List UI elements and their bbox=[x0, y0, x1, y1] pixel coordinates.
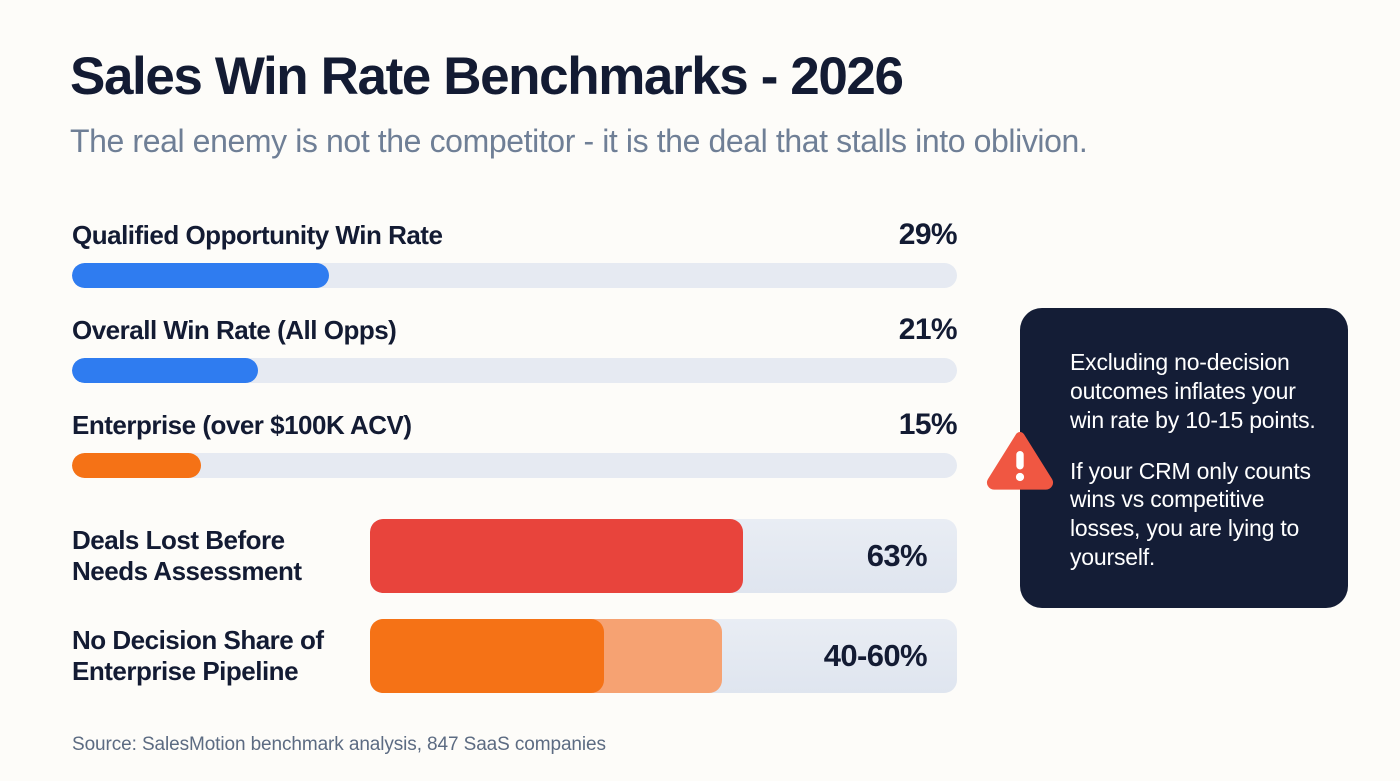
metric-bar-fill bbox=[72, 263, 329, 288]
warning-triangle-icon bbox=[987, 431, 1053, 490]
metric-value: 15% bbox=[898, 408, 958, 441]
metric-bar-fill bbox=[72, 453, 202, 478]
metric-label: Enterprise (over $100K ACV) bbox=[72, 410, 412, 440]
metric-bar-fill bbox=[370, 619, 605, 693]
metric-label: No Decision Share of Enterprise Pipeline bbox=[72, 625, 370, 686]
metric-row: Qualified Opportunity Win Rate 29% bbox=[72, 218, 958, 288]
metric-row: Deals Lost Before Needs Assessment 63% bbox=[72, 519, 957, 593]
page-subtitle: The real enemy is not the competitor - i… bbox=[70, 123, 1088, 159]
page-title: Sales Win Rate Benchmarks - 2026 bbox=[70, 47, 904, 106]
metric-label: Qualified Opportunity Win Rate bbox=[72, 220, 443, 250]
metric-header: Enterprise (over $100K ACV) 15% bbox=[72, 408, 958, 442]
metric-row: Overall Win Rate (All Opps) 21% bbox=[72, 313, 958, 383]
metric-value: 63% bbox=[866, 538, 928, 573]
metric-header: Qualified Opportunity Win Rate 29% bbox=[72, 218, 958, 252]
metric-bar-track bbox=[72, 453, 957, 478]
callout-paragraph-1: Excluding no-decision outcomes inflates … bbox=[1070, 348, 1316, 433]
metric-bar-track: 40-60% bbox=[370, 619, 957, 693]
callout-card: Excluding no-decision outcomes inflates … bbox=[1020, 308, 1348, 608]
metric-value: 40-60% bbox=[823, 638, 928, 673]
source-note: Source: SalesMotion benchmark analysis, … bbox=[72, 734, 606, 755]
metric-row: Enterprise (over $100K ACV) 15% bbox=[72, 408, 958, 478]
metric-bar-fill bbox=[370, 519, 743, 593]
callout-paragraph-2: If your CRM only counts wins vs competit… bbox=[1070, 457, 1311, 571]
metric-value: 29% bbox=[898, 218, 958, 251]
metric-label-line-1: Deals Lost Before bbox=[72, 525, 285, 556]
metric-value: 21% bbox=[898, 313, 958, 346]
metric-bar-track: 63% bbox=[370, 519, 957, 593]
stacked-metrics-group: Qualified Opportunity Win Rate 29% Overa… bbox=[72, 218, 958, 478]
wide-metrics-group: Deals Lost Before Needs Assessment 63% N… bbox=[72, 519, 957, 693]
metric-header: Overall Win Rate (All Opps) 21% bbox=[72, 313, 958, 347]
metric-label: Overall Win Rate (All Opps) bbox=[72, 315, 397, 345]
metric-label-line-2: Needs Assessment bbox=[72, 556, 302, 586]
metric-row: No Decision Share of Enterprise Pipeline… bbox=[72, 619, 957, 693]
metric-bar-track bbox=[72, 263, 957, 288]
metric-label-line-1: No Decision Share of bbox=[72, 625, 324, 656]
metric-label-line-2: Enterprise Pipeline bbox=[72, 656, 299, 686]
metric-label: Deals Lost Before Needs Assessment bbox=[72, 525, 370, 586]
metric-bar-track bbox=[72, 358, 957, 383]
metric-bar-fill bbox=[72, 358, 258, 383]
